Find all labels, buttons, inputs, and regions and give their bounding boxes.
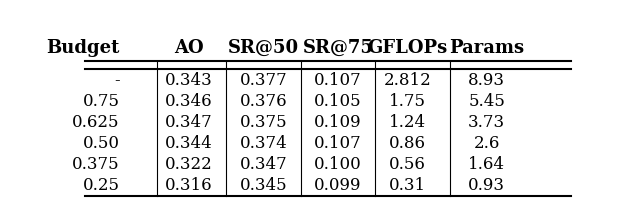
Text: 8.93: 8.93 bbox=[468, 72, 505, 89]
Text: 0.374: 0.374 bbox=[239, 135, 287, 152]
Text: SR@75: SR@75 bbox=[303, 39, 373, 57]
Text: SR@50: SR@50 bbox=[228, 39, 299, 57]
Text: 0.31: 0.31 bbox=[388, 177, 426, 194]
Text: 0.346: 0.346 bbox=[165, 93, 213, 110]
Text: 0.625: 0.625 bbox=[72, 114, 120, 131]
Text: 0.322: 0.322 bbox=[165, 156, 213, 173]
Text: 0.347: 0.347 bbox=[239, 156, 287, 173]
Text: 0.316: 0.316 bbox=[165, 177, 213, 194]
Text: 1.75: 1.75 bbox=[389, 93, 426, 110]
Text: 0.50: 0.50 bbox=[83, 135, 120, 152]
Text: -: - bbox=[114, 72, 120, 89]
Text: 0.105: 0.105 bbox=[314, 93, 362, 110]
Text: 0.93: 0.93 bbox=[468, 177, 505, 194]
Text: 0.347: 0.347 bbox=[165, 114, 213, 131]
Text: Budget: Budget bbox=[46, 39, 120, 57]
Text: 0.75: 0.75 bbox=[83, 93, 120, 110]
Text: AO: AO bbox=[174, 39, 204, 57]
Text: 0.56: 0.56 bbox=[389, 156, 426, 173]
Text: 2.6: 2.6 bbox=[474, 135, 500, 152]
Text: 0.377: 0.377 bbox=[239, 72, 287, 89]
Text: 1.24: 1.24 bbox=[388, 114, 426, 131]
Text: 0.86: 0.86 bbox=[389, 135, 426, 152]
Text: 0.345: 0.345 bbox=[240, 177, 287, 194]
Text: 0.099: 0.099 bbox=[314, 177, 362, 194]
Text: 0.25: 0.25 bbox=[83, 177, 120, 194]
Text: 0.344: 0.344 bbox=[165, 135, 213, 152]
Text: 5.45: 5.45 bbox=[468, 93, 505, 110]
Text: 0.376: 0.376 bbox=[240, 93, 287, 110]
Text: 0.375: 0.375 bbox=[240, 114, 287, 131]
Text: 0.100: 0.100 bbox=[314, 156, 362, 173]
Text: 2.812: 2.812 bbox=[383, 72, 431, 89]
Text: 3.73: 3.73 bbox=[468, 114, 506, 131]
Text: 0.375: 0.375 bbox=[72, 156, 120, 173]
Text: 0.343: 0.343 bbox=[165, 72, 213, 89]
Text: 1.64: 1.64 bbox=[468, 156, 505, 173]
Text: 0.109: 0.109 bbox=[314, 114, 362, 131]
Text: GFLOPs: GFLOPs bbox=[367, 39, 447, 57]
Text: Params: Params bbox=[449, 39, 524, 57]
Text: 0.107: 0.107 bbox=[314, 135, 362, 152]
Text: 0.107: 0.107 bbox=[314, 72, 362, 89]
